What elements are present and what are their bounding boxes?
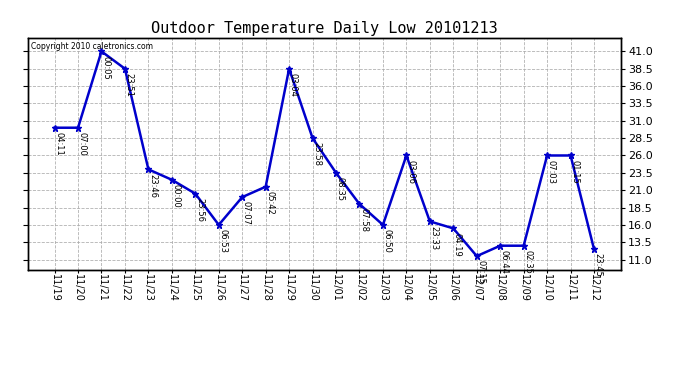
Text: 01:15: 01:15	[570, 160, 579, 183]
Text: 23:51: 23:51	[125, 73, 134, 97]
Text: 04:19: 04:19	[453, 232, 462, 256]
Text: 00:00: 00:00	[172, 184, 181, 208]
Text: 07:07: 07:07	[242, 201, 251, 225]
Text: 08:35: 08:35	[336, 177, 345, 201]
Text: 07:58: 07:58	[359, 208, 368, 232]
Text: 03:06: 03:06	[406, 160, 415, 184]
Text: 00:05: 00:05	[101, 56, 110, 79]
Text: 05:42: 05:42	[266, 191, 275, 214]
Text: 23:46: 23:46	[148, 174, 157, 198]
Text: 04:11: 04:11	[55, 132, 63, 156]
Text: 23:56: 23:56	[195, 198, 204, 222]
Text: 02:35: 02:35	[523, 250, 532, 274]
Text: 23:33: 23:33	[429, 226, 439, 250]
Text: Copyright 2010 caletronics.com: Copyright 2010 caletronics.com	[30, 42, 152, 51]
Text: 23:58: 23:58	[313, 142, 322, 166]
Title: Outdoor Temperature Daily Low 20101213: Outdoor Temperature Daily Low 20101213	[151, 21, 497, 36]
Text: 06:50: 06:50	[382, 229, 392, 253]
Text: 07:15: 07:15	[476, 260, 486, 284]
Text: 06:53: 06:53	[219, 229, 228, 253]
Text: 23:45: 23:45	[593, 254, 602, 277]
Text: 06:44: 06:44	[500, 250, 509, 274]
Text: 03:04: 03:04	[289, 73, 298, 97]
Text: 07:03: 07:03	[546, 160, 555, 184]
Text: 07:00: 07:00	[78, 132, 87, 156]
